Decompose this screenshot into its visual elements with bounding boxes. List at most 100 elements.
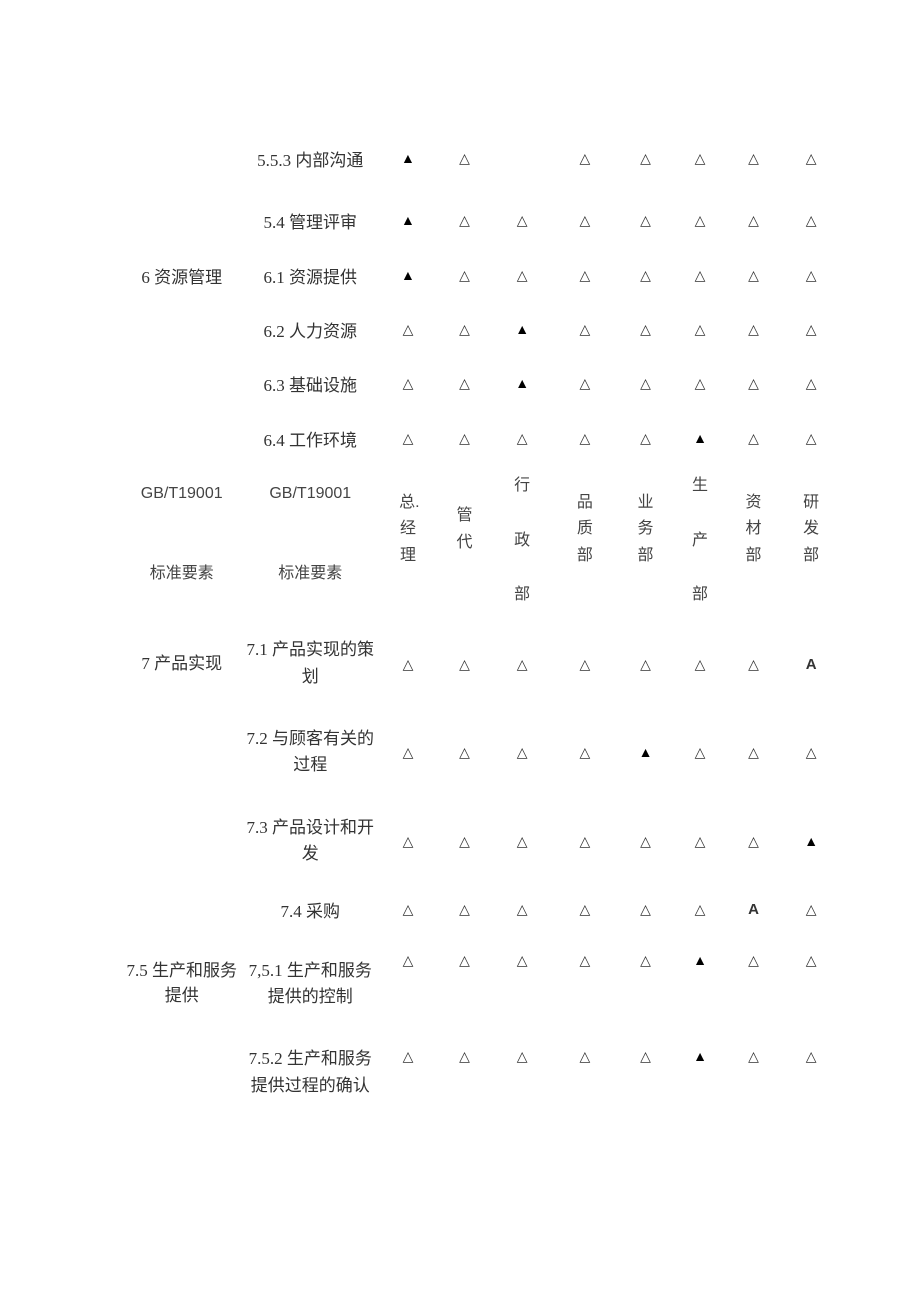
- cell-mark: ▲: [693, 955, 707, 969]
- cell-mark: △: [806, 378, 817, 392]
- table-row: 7.3 产品设计和开发 △ △ △ △ △ △ △ ▲: [120, 797, 840, 886]
- item-label: 7.2 与顾客有关的过程: [247, 729, 375, 774]
- cell-mark: △: [640, 153, 651, 167]
- cell-mark: △: [695, 904, 706, 918]
- table-row: 6.4 工作环境 △ △ △ △ △ ▲ △ △: [120, 414, 840, 468]
- cell-mark: △: [517, 1051, 528, 1065]
- dept-header: 研发部: [802, 490, 820, 569]
- cell-mark: △: [806, 955, 817, 969]
- cell-mark: △: [748, 215, 759, 229]
- item-label: 7.1 产品实现的策划: [247, 640, 375, 685]
- table-row: 6.2 人力资源 △ △ ▲ △ △ △ △ △: [120, 305, 840, 359]
- item-label: 6.3 基础设施: [264, 376, 358, 395]
- item-label: 7,5.1 生产和服务提供的控制: [249, 961, 372, 1006]
- cell-mark: △: [806, 153, 817, 167]
- cell-mark: △: [640, 836, 651, 850]
- gb-label: GB/T19001: [243, 476, 377, 506]
- cell-mark: △: [459, 836, 470, 850]
- cell-mark: △: [806, 270, 817, 284]
- dept-header: 业务部: [637, 490, 655, 569]
- cell-mark: △: [459, 1051, 470, 1065]
- cell-mark: △: [517, 215, 528, 229]
- cell-mark: △: [695, 836, 706, 850]
- cell-mark: △: [748, 659, 759, 673]
- cell-mark: △: [459, 433, 470, 447]
- table-row: 7.2 与顾客有关的过程 △ △ △ △ ▲ △ △ △: [120, 708, 840, 797]
- cell-mark: △: [403, 378, 414, 392]
- cell-mark: △: [579, 955, 590, 969]
- cell-mark: △: [459, 324, 470, 338]
- item-label: 5.4 管理评审: [264, 213, 358, 232]
- cell-mark: △: [517, 955, 528, 969]
- cell-mark: △: [517, 433, 528, 447]
- section-label: 7.5 生产和服务提供: [126, 961, 237, 1006]
- cell-mark: △: [579, 747, 590, 761]
- cell-mark: ▲: [401, 153, 415, 167]
- cell-mark: △: [403, 904, 414, 918]
- table-row: 5.4 管理评审 ▲ △ △ △ △ △ △ △: [120, 196, 840, 250]
- section-label: 6 资源管理: [141, 268, 222, 287]
- cell-mark: △: [579, 153, 590, 167]
- dept-header: 管代: [456, 503, 474, 556]
- item-label: 5.5.3 内部沟通: [257, 151, 363, 170]
- cell-mark: △: [459, 904, 470, 918]
- table-row: 6 资源管理 6.1 资源提供 ▲ △ △ △ △ △ △ △: [120, 251, 840, 305]
- cell-mark: △: [640, 433, 651, 447]
- cell-mark: △: [748, 324, 759, 338]
- cell-mark: △: [748, 153, 759, 167]
- gb-label: GB/T19001: [120, 476, 243, 506]
- cell-mark: △: [403, 747, 414, 761]
- cell-mark: △: [640, 904, 651, 918]
- cell-mark: ▲: [693, 433, 707, 447]
- cell-mark: ▲: [401, 215, 415, 229]
- cell-mark: △: [403, 659, 414, 673]
- cell-mark: △: [748, 747, 759, 761]
- item-label: 7.5.2 生产和服务提供过程的确认: [249, 1049, 372, 1094]
- cell-mark: △: [695, 215, 706, 229]
- cell-mark: △: [459, 955, 470, 969]
- cell-mark: △: [403, 836, 414, 850]
- cell-mark: △: [403, 324, 414, 338]
- cell-mark: △: [806, 747, 817, 761]
- table-row: 7.5.2 生产和服务提供过程的确认 △ △ △ △ △ ▲ △ △: [120, 1036, 840, 1125]
- dept-header: 部: [514, 586, 530, 603]
- cell-mark: △: [579, 659, 590, 673]
- dept-header: 政: [514, 532, 530, 549]
- dept-header: 部: [692, 586, 708, 603]
- cell-mark: △: [806, 215, 817, 229]
- cell-mark: △: [579, 904, 590, 918]
- dept-header: 行: [514, 477, 530, 494]
- cell-mark: △: [640, 659, 651, 673]
- cell-mark: △: [806, 1051, 817, 1065]
- cell-mark: △: [459, 659, 470, 673]
- cell-mark: △: [579, 270, 590, 284]
- table-row: 6.3 基础设施 △ △ ▲ △ △ △ △ △: [120, 359, 840, 413]
- cell-mark: A: [806, 657, 817, 672]
- cell-mark: △: [403, 955, 414, 969]
- section-label: 7 产品实现: [141, 654, 222, 673]
- dept-header: 资材部: [745, 490, 763, 569]
- cell-mark: △: [403, 433, 414, 447]
- table-row: 7.4 采购 △ △ △ △ △ △ A △: [120, 885, 840, 939]
- cell-mark: △: [403, 1051, 414, 1065]
- header-row-top: GB/T19001 标准要素 GB/T19001 标准要素 总. 经理 管代 行…: [120, 468, 840, 521]
- cell-mark: △: [640, 378, 651, 392]
- cell-mark: △: [517, 659, 528, 673]
- cell-mark: △: [640, 270, 651, 284]
- table-row: 5.5.3 内部沟通 ▲ △ △ △ △ △ △: [120, 130, 840, 192]
- cell-mark: △: [695, 659, 706, 673]
- dept-header: 总. 经理: [399, 490, 417, 569]
- dept-header: 品质部: [576, 490, 594, 569]
- cell-mark: △: [640, 324, 651, 338]
- cell-mark: △: [748, 1051, 759, 1065]
- table-body: 5.5.3 内部沟通 ▲ △ △ △ △ △ △ 5.4 管理评审 ▲ △ △ …: [120, 130, 840, 1125]
- cell-mark: △: [579, 215, 590, 229]
- cell-mark: △: [695, 324, 706, 338]
- cell-mark: △: [806, 324, 817, 338]
- cell-mark: △: [695, 378, 706, 392]
- cell-mark: △: [748, 270, 759, 284]
- cell-mark: △: [459, 270, 470, 284]
- cell-mark: △: [579, 1051, 590, 1065]
- cell-mark: ▲: [804, 836, 818, 850]
- cell-mark: △: [579, 378, 590, 392]
